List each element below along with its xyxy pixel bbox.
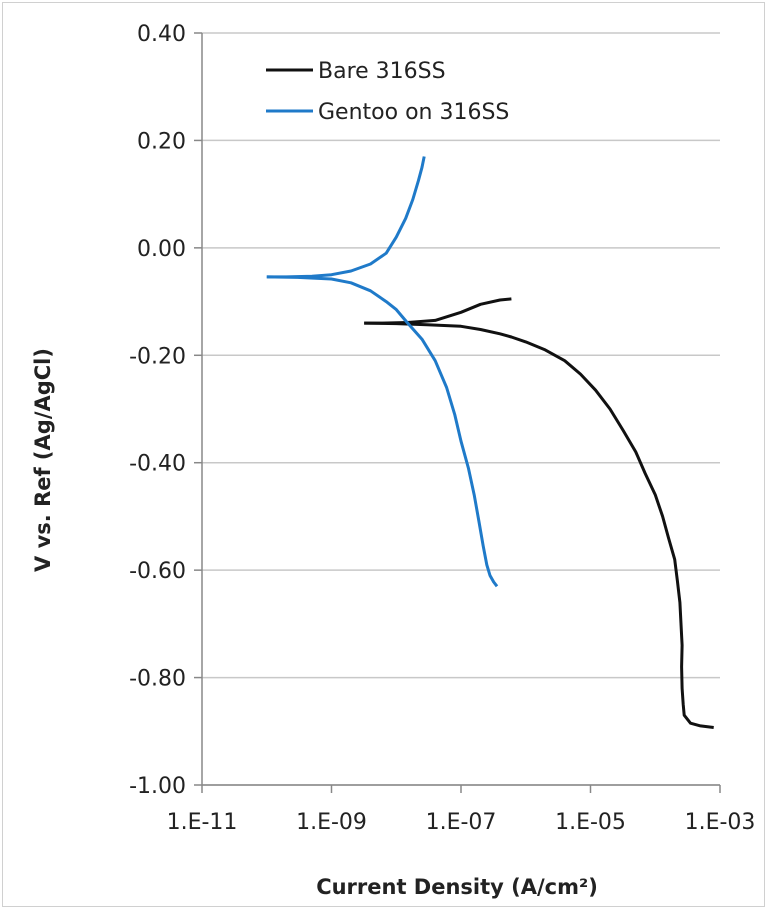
y-tick-label: -0.20 xyxy=(129,344,186,369)
series-lines xyxy=(266,156,714,729)
x-axis-title: Current Density (A/cm²) xyxy=(316,875,598,899)
legend-label-bare-316ss: Bare 316SS xyxy=(318,59,446,84)
series-line-gentoo-on-316ss-branch-1 xyxy=(266,275,499,588)
legend-label-gentoo-on-316ss: Gentoo on 316SS xyxy=(318,100,509,125)
series-line-gentoo-on-316ss-branch-0 xyxy=(266,156,426,279)
axes xyxy=(194,32,721,793)
tick-labels: 0.40 0.20 0.00 -0.20 -0.40 -0.60 -0.80 -1.00 1.E… xyxy=(129,22,755,835)
y-tick-label: -0.40 xyxy=(129,452,186,477)
x-tick-label: 1.E-11 xyxy=(167,810,238,835)
series-line-bare-316ss-branch-1 xyxy=(364,321,714,729)
x-tick-label: 1.E-03 xyxy=(685,810,756,835)
y-tick-label: 0.20 xyxy=(137,129,186,154)
x-tick-label: 1.E-07 xyxy=(426,810,497,835)
grid-lines xyxy=(202,32,720,786)
legend: Bare 316SS Gentoo on 316SS xyxy=(266,59,509,125)
x-tick-label: 1.E-09 xyxy=(296,810,367,835)
y-axis-title: V vs. Ref (Ag/AgCl) xyxy=(31,348,55,572)
y-tick-label: -0.60 xyxy=(129,559,186,584)
y-tick-label: 0.00 xyxy=(137,237,186,262)
y-tick-label: -0.80 xyxy=(129,667,186,692)
y-tick-label: -1.00 xyxy=(129,774,186,799)
x-tick-label: 1.E-05 xyxy=(555,810,626,835)
y-tick-label: 0.40 xyxy=(137,22,186,47)
